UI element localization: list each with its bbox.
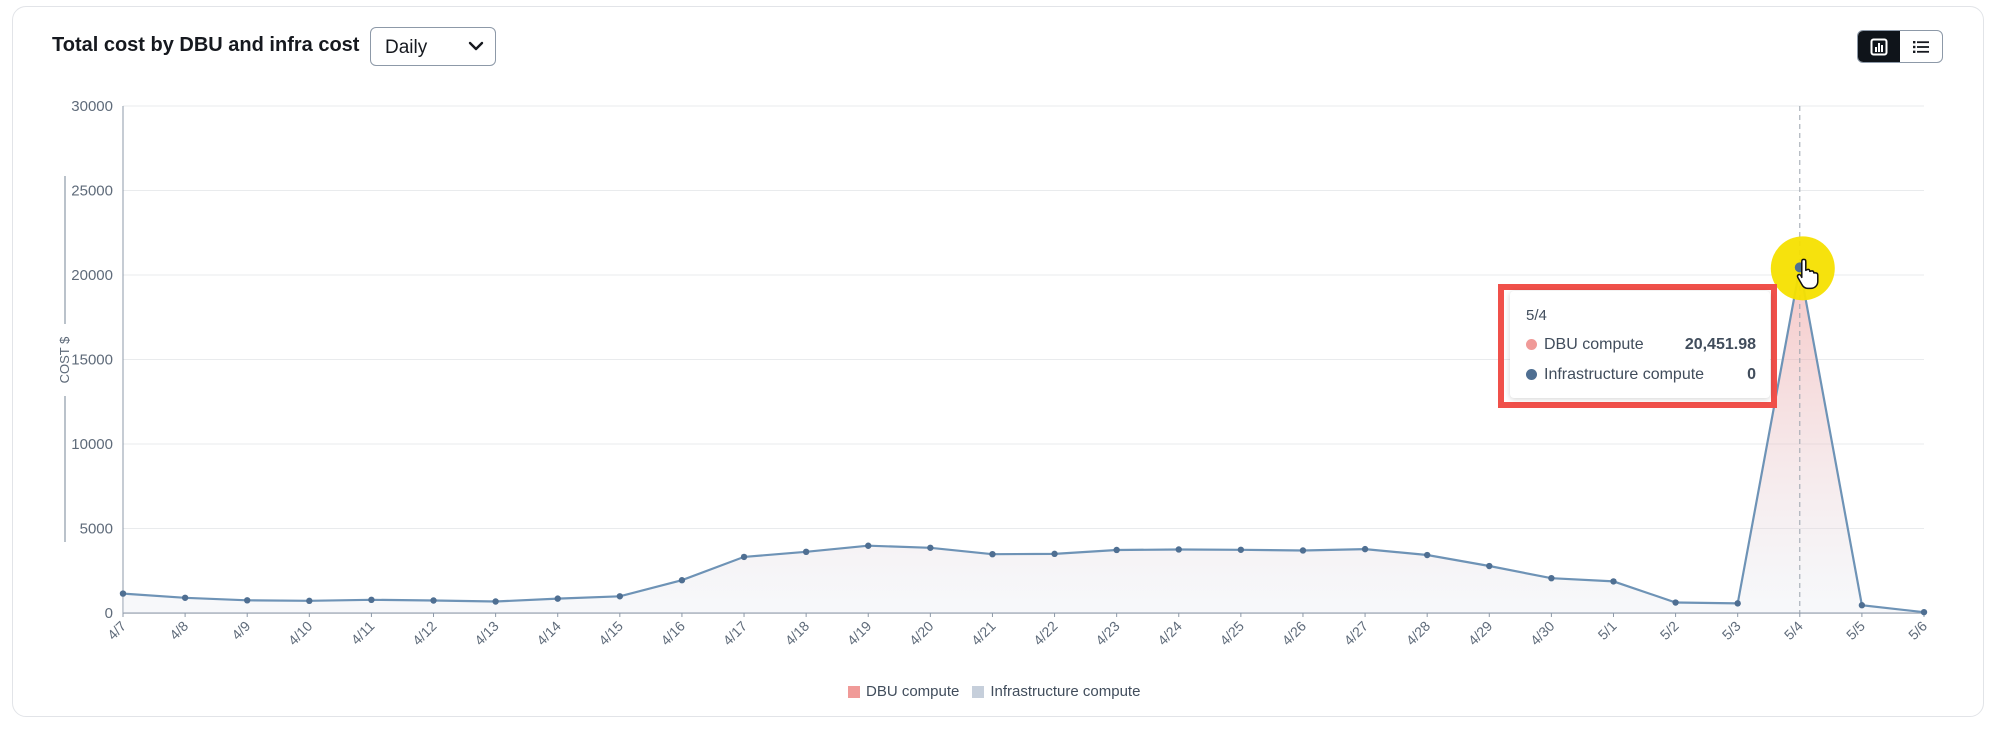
data-point[interactable] (119, 590, 127, 597)
data-point[interactable] (1423, 551, 1431, 559)
data-point[interactable] (1672, 599, 1679, 606)
tooltip-row-value: 0 (1747, 366, 1756, 383)
tooltip-row-value: 20,451.98 (1684, 336, 1756, 353)
data-point[interactable] (1486, 562, 1493, 570)
list-view-button[interactable] (1900, 31, 1942, 62)
granularity-select[interactable]: Daily (370, 27, 496, 66)
data-point[interactable] (1113, 546, 1120, 554)
x-tick-label: 4/30 (1527, 618, 1558, 649)
tooltip-row-infra: Infrastructure compute 0 (1526, 366, 1756, 384)
x-tick-label: 4/18 (782, 618, 813, 649)
data-point[interactable] (678, 577, 686, 584)
x-tick-label: 5/1 (1595, 618, 1620, 643)
legend-item-dbu[interactable]: DBU compute (848, 683, 959, 700)
data-point[interactable] (989, 550, 996, 558)
legend-swatch (848, 685, 860, 698)
x-tick-label: 4/23 (1092, 618, 1123, 649)
dbu-dot-icon (1526, 339, 1537, 350)
x-tick-label: 4/25 (1216, 618, 1247, 649)
x-tick-label: 5/3 (1719, 618, 1744, 643)
data-point[interactable] (1299, 547, 1307, 554)
data-point[interactable] (740, 553, 748, 561)
y-tick-label: 5000 (80, 521, 113, 538)
y-tick-label: 10000 (71, 436, 113, 453)
data-point[interactable] (1858, 602, 1866, 609)
view-toggle (1857, 30, 1943, 63)
chevron-down-icon (468, 41, 484, 51)
data-point[interactable] (865, 542, 872, 549)
x-tick-label: 4/29 (1465, 618, 1496, 649)
data-point[interactable] (1051, 550, 1058, 558)
tooltip-row-label: DBU compute (1544, 336, 1644, 353)
x-tick-label: 4/17 (720, 618, 751, 649)
x-tick-label: 4/26 (1279, 618, 1310, 649)
x-tick-label: 4/24 (1154, 618, 1185, 649)
data-point[interactable] (1175, 546, 1182, 553)
x-tick-label: 5/6 (1905, 618, 1930, 643)
data-point[interactable] (1920, 608, 1928, 616)
x-tick-label: 4/19 (844, 618, 875, 649)
x-tick-label: 4/12 (409, 618, 440, 649)
y-tick-label: 25000 (71, 183, 113, 200)
data-point[interactable] (802, 548, 810, 556)
x-tick-label: 5/4 (1781, 618, 1806, 643)
x-tick-label: 4/27 (1341, 618, 1372, 649)
tooltip-row-label: Infrastructure compute (1544, 366, 1705, 383)
x-tick-label: 4/14 (533, 618, 564, 649)
tooltip-highlight-box (1498, 284, 1777, 408)
x-tick-label: 4/9 (228, 618, 253, 643)
x-tick-label: 4/16 (657, 618, 688, 649)
x-tick-label: 4/15 (595, 618, 626, 649)
y-tick-label: 30000 (71, 98, 113, 115)
data-point[interactable] (554, 595, 561, 602)
list-icon (1913, 40, 1929, 53)
x-tick-label: 4/20 (906, 618, 937, 649)
legend-item-infra[interactable]: Infrastructure compute (972, 683, 1140, 700)
granularity-select-value: Daily (385, 37, 428, 58)
data-point[interactable] (616, 593, 624, 600)
data-point[interactable] (1237, 546, 1245, 553)
legend-label: Infrastructure compute (990, 683, 1141, 700)
data-point[interactable] (1361, 545, 1369, 553)
x-tick-label: 4/13 (471, 618, 502, 649)
data-point[interactable] (1734, 600, 1741, 607)
x-tick-label: 4/11 (348, 618, 378, 648)
tooltip-date: 5/4 (1526, 307, 1547, 324)
y-axis-title: COST $ (57, 336, 72, 383)
chart-legend: DBU compute Infrastructure compute (848, 683, 1153, 700)
infra-dot-icon (1526, 369, 1537, 380)
legend-label: DBU compute (866, 683, 960, 700)
dbu-compute-line (122, 267, 1925, 614)
data-point[interactable] (181, 594, 189, 601)
x-tick-label: 4/10 (285, 618, 316, 649)
y-tick-label: 0 (105, 605, 113, 622)
data-point[interactable] (430, 597, 437, 604)
tooltip-row-dbu: DBU compute 20,451.98 (1526, 336, 1756, 354)
data-point[interactable] (492, 598, 499, 605)
chart-view-button[interactable] (1858, 31, 1900, 62)
tooltip: 5/4 DBU compute 20,451.98 Infrastructure… (1510, 291, 1770, 398)
data-point[interactable] (244, 597, 251, 604)
y-tick-label: 20000 (71, 267, 113, 284)
x-tick-label: 4/28 (1403, 618, 1434, 649)
x-tick-label: 4/22 (1030, 618, 1061, 649)
pointer-hand-icon (1796, 258, 1819, 290)
chart-title: Total cost by DBU and infra cost (52, 34, 360, 56)
x-tick-label: 5/2 (1657, 618, 1682, 643)
x-tick-label: 4/8 (166, 618, 191, 643)
x-tick-label: 5/5 (1843, 618, 1868, 643)
data-point[interactable] (1610, 578, 1617, 585)
data-point[interactable] (927, 544, 934, 551)
y-tick-label: 15000 (71, 352, 113, 369)
data-point[interactable] (306, 597, 313, 605)
x-tick-label: 4/21 (968, 618, 999, 649)
dbu-compute-area (123, 267, 1924, 613)
data-point[interactable] (368, 596, 375, 604)
legend-swatch (972, 685, 985, 698)
bar-chart-icon (1870, 38, 1888, 55)
data-point[interactable] (1548, 574, 1555, 582)
